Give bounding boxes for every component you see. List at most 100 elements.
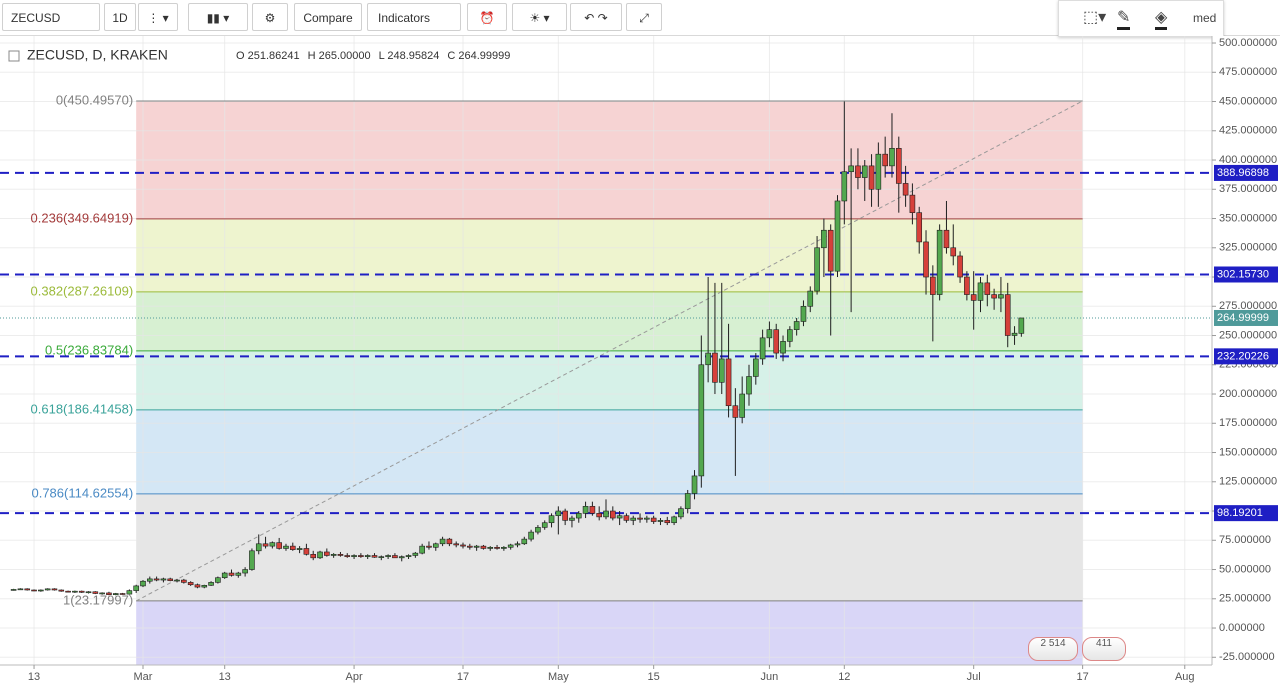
- fib-band: [136, 409, 1083, 494]
- candle-body: [616, 515, 623, 519]
- badge[interactable]: 411: [1082, 637, 1126, 661]
- candle-body: [916, 212, 923, 243]
- pen-button[interactable]: ✎: [1117, 7, 1131, 30]
- candle-body: [752, 358, 759, 377]
- candle-body: [24, 588, 31, 591]
- candle-body: [187, 582, 194, 586]
- candle-body: [909, 194, 916, 213]
- candle-body: [289, 545, 296, 550]
- price-label: 388.96898: [1217, 167, 1269, 179]
- interval-menu[interactable]: ⋮ ▾: [138, 3, 178, 31]
- shape-button[interactable]: ⬚▾: [1083, 9, 1107, 26]
- candle-body: [637, 517, 643, 520]
- candle-body: [936, 229, 943, 295]
- y-tick-label: 425.000000: [1219, 125, 1277, 137]
- candle-body: [296, 548, 303, 550]
- x-tick-label: Jul: [967, 671, 981, 683]
- candle-body: [215, 577, 221, 583]
- candle-body: [126, 590, 133, 595]
- candle-body: [99, 592, 105, 595]
- x-tick-label: May: [548, 671, 569, 683]
- y-tick-label: 325.000000: [1219, 242, 1277, 254]
- alert-button[interactable]: ⏰: [467, 3, 507, 31]
- y-tick-label: 375.000000: [1219, 183, 1277, 195]
- fib-label: 0.236(349.64919): [31, 210, 134, 225]
- candle-body: [984, 282, 991, 295]
- y-tick-label: 25.000000: [1219, 593, 1271, 605]
- candle-body: [787, 329, 793, 342]
- candle-body: [548, 515, 555, 524]
- candle-body: [78, 590, 85, 593]
- candle-body: [848, 165, 854, 173]
- fib-band: [136, 350, 1083, 410]
- candle-body: [889, 148, 895, 167]
- candle-body: [17, 588, 24, 591]
- y-tick-label: 150.000000: [1219, 446, 1277, 458]
- candle-body: [528, 531, 534, 540]
- candle-body: [303, 548, 310, 555]
- candle-body: [119, 593, 126, 595]
- candle-body: [698, 364, 705, 477]
- candle-body: [746, 376, 752, 395]
- theme-button[interactable]: ☀ ▾: [512, 3, 567, 31]
- candle-body: [930, 276, 936, 295]
- candle-body: [902, 183, 909, 196]
- symbol-input[interactable]: ZECUSD: [2, 3, 100, 31]
- y-tick-label: 200.000000: [1219, 388, 1277, 400]
- ohlc-legend: C 264.99999: [447, 50, 510, 62]
- settings-button[interactable]: ⚙: [252, 3, 288, 31]
- candle-body: [732, 405, 739, 418]
- candle-body: [51, 588, 58, 591]
- candle-body: [841, 171, 848, 202]
- candle-body: [112, 593, 119, 595]
- x-tick-label: 17: [1077, 671, 1089, 683]
- candle-body: [487, 546, 494, 549]
- candle-body: [766, 329, 773, 339]
- candle-body: [358, 555, 364, 557]
- fullscreen-button[interactable]: ⤢: [626, 3, 662, 31]
- fill-button[interactable]: ◈: [1155, 7, 1168, 30]
- ohlc-legend: L 248.95824: [379, 50, 440, 62]
- candle-body: [65, 590, 71, 593]
- price-label: 98.19201: [1217, 507, 1263, 519]
- candle-body: [630, 517, 637, 521]
- candle-body: [814, 247, 820, 292]
- indicators-button[interactable]: Indicators: [367, 3, 461, 31]
- y-tick-label: 275.000000: [1219, 300, 1277, 312]
- undo-redo[interactable]: ↶ ↷: [570, 3, 622, 31]
- candle-body: [535, 527, 541, 533]
- price-label-bg: [1214, 266, 1278, 283]
- fib-label: 1(23.17997): [63, 592, 133, 607]
- candle-body: [821, 229, 827, 249]
- candle-body: [589, 506, 596, 514]
- candle-body: [773, 329, 780, 354]
- candle-body: [181, 579, 187, 583]
- toolbar: ZECUSD 1D ⋮ ▾ ▮▮ ▾ ⚙ Compare Indicators …: [0, 0, 1280, 37]
- x-tick-label: Jun: [761, 671, 779, 683]
- ohlc-legend: H 265.00000: [308, 50, 371, 62]
- compare-button[interactable]: Compare: [294, 3, 362, 31]
- interval-button[interactable]: 1D: [104, 3, 136, 31]
- candle-body: [678, 508, 684, 518]
- y-tick-label: -25.000000: [1219, 651, 1275, 663]
- x-axis-area: [0, 665, 1212, 689]
- fib-band: [136, 291, 1083, 351]
- fib-label: 0.382(287.26109): [31, 283, 134, 298]
- line-width[interactable]: med: [1193, 11, 1217, 25]
- candle-body: [793, 321, 800, 330]
- candle-body: [712, 352, 718, 383]
- y-tick-label: 475.000000: [1219, 66, 1277, 78]
- price-label-bg: [1214, 348, 1278, 365]
- candle-body: [800, 305, 807, 322]
- fib-trend-line: [135, 100, 1083, 602]
- chart-style-button[interactable]: ▮▮ ▾: [188, 3, 248, 31]
- badge[interactable]: 2 514: [1028, 637, 1078, 661]
- candle-body: [780, 341, 786, 354]
- candle-body: [133, 585, 139, 591]
- candle-body: [324, 551, 330, 556]
- candle-body: [146, 578, 153, 582]
- chart: 0(450.49570) 0.236(349.64919) 0.382(287.26…: [0, 36, 1280, 689]
- candle-body: [344, 555, 351, 557]
- candle-body: [650, 517, 657, 522]
